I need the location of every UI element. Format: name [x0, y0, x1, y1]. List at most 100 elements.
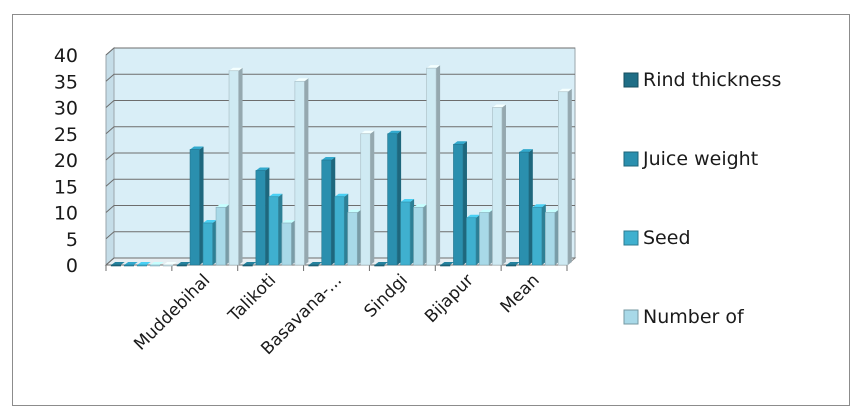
bar — [189, 146, 204, 266]
legend-label: Rind thickness — [643, 69, 781, 91]
bar-front — [374, 264, 385, 267]
bar — [413, 204, 428, 266]
bar-side — [225, 204, 230, 265]
bar-front — [215, 206, 226, 266]
bar-top — [268, 193, 283, 197]
y-tick-label: 25 — [54, 124, 78, 146]
category-label: Talikoti — [224, 270, 280, 326]
bar-front — [228, 70, 239, 266]
legend-item: Number of — [623, 306, 745, 328]
bar-front — [506, 264, 517, 267]
bar — [492, 104, 506, 266]
bar — [228, 67, 243, 266]
gridline — [105, 126, 575, 135]
bar — [374, 262, 389, 267]
bar-side — [488, 209, 493, 265]
bar — [308, 262, 323, 267]
y-tick-label: 30 — [54, 98, 78, 120]
bar-side — [199, 146, 204, 265]
bar-side — [567, 88, 572, 265]
bar-front — [347, 212, 358, 266]
legend-label: Juice weight — [642, 148, 758, 170]
bar-top — [229, 67, 243, 71]
bar-front — [189, 149, 200, 266]
bar-top — [558, 88, 572, 92]
bar-side — [212, 220, 217, 265]
bar-front — [268, 196, 279, 266]
gridline — [105, 152, 575, 161]
bar — [519, 149, 533, 266]
bar — [532, 204, 546, 266]
bar-top — [124, 262, 138, 265]
bar — [466, 214, 480, 266]
bar-top — [137, 262, 151, 265]
gridline — [105, 100, 575, 108]
bar-top — [203, 220, 217, 223]
bar-front — [466, 217, 477, 266]
gridline — [105, 73, 575, 82]
legend-label: Number of — [643, 306, 745, 328]
bar-front — [400, 201, 411, 266]
bar-top — [163, 262, 177, 265]
bar — [426, 65, 441, 266]
bar — [334, 193, 349, 266]
bar-front — [308, 264, 319, 267]
bar-front — [387, 133, 398, 266]
bar-top — [150, 262, 164, 265]
y-tick-label: 35 — [54, 71, 78, 93]
bar-front — [294, 80, 305, 266]
category-label: Bijapur — [421, 270, 478, 327]
bar-top — [190, 146, 204, 150]
bar — [400, 199, 415, 266]
bar-front — [334, 196, 345, 266]
bar-side — [410, 199, 415, 265]
bar-front — [149, 264, 160, 267]
legend-item: Rind thickness — [623, 69, 781, 91]
bar — [242, 262, 257, 267]
bar-top — [440, 262, 454, 265]
bar — [558, 88, 572, 266]
column-chart: 0 5 10 15 20 25 30 35 40 Muddebihal TalikotiBasav… — [54, 45, 782, 359]
bar-top — [281, 220, 296, 223]
bar-side — [370, 130, 375, 265]
bar — [347, 209, 362, 266]
bar-front — [136, 264, 147, 267]
bar — [215, 204, 230, 266]
bar-side — [397, 130, 402, 265]
legend-item: Seed — [623, 227, 691, 249]
bar-top — [216, 204, 230, 208]
bar-front — [255, 170, 266, 266]
legend: Rind thickness Juice weight Seed Number of — [623, 69, 781, 328]
bar-top — [532, 204, 546, 208]
bar — [136, 262, 151, 267]
y-axis-ticks: 0 5 10 15 20 25 30 35 40 — [54, 45, 78, 277]
bar-front — [321, 159, 332, 266]
chart-frame: 0 5 10 15 20 25 30 35 40 Muddebihal Talikoti Basav… — [12, 14, 850, 406]
category-label: Muddebihal — [130, 270, 214, 354]
bar — [123, 262, 138, 267]
bar-front — [360, 133, 371, 266]
bar-front — [440, 264, 451, 267]
bar-front — [532, 206, 543, 266]
bar — [281, 220, 296, 266]
bar-top — [466, 214, 480, 218]
bar-top — [321, 157, 336, 160]
bar-front — [479, 212, 490, 266]
gridline — [105, 178, 575, 187]
legend-label: Seed — [643, 227, 691, 249]
bar — [176, 262, 191, 267]
category-label: Mean — [497, 270, 544, 317]
bar — [268, 193, 283, 266]
y-tick-label: 20 — [54, 150, 78, 172]
legend-swatch — [623, 151, 639, 167]
bar-top — [519, 149, 533, 153]
bar — [545, 209, 559, 266]
bar-side — [357, 209, 362, 265]
bar — [321, 157, 336, 266]
bar-front — [413, 206, 424, 266]
bar-front — [426, 67, 437, 266]
bar-top — [413, 204, 428, 208]
legend-item: Juice weight — [623, 148, 758, 170]
bar-front — [202, 222, 213, 266]
